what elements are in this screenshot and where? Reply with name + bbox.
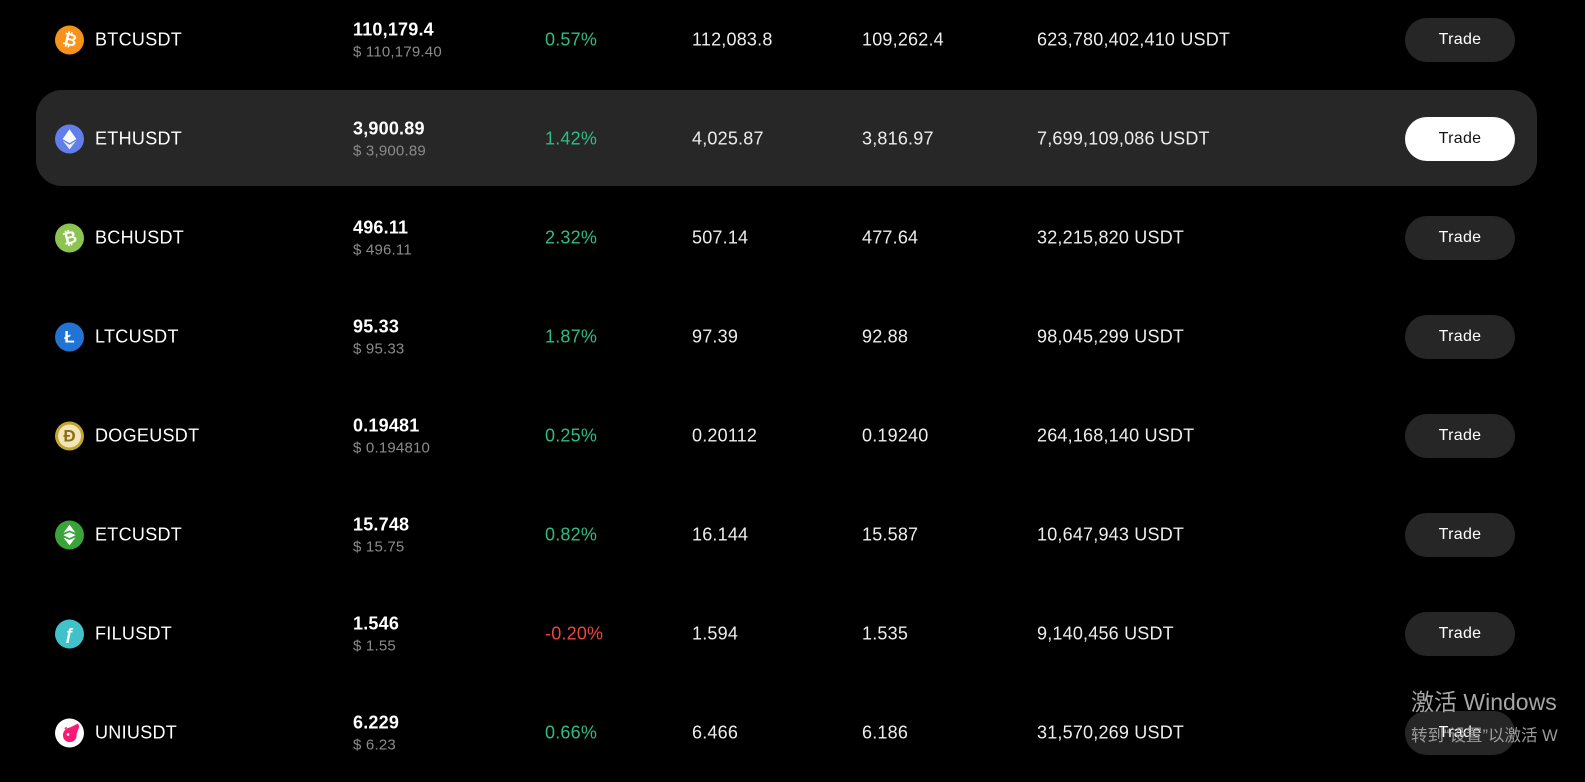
volume-24h: 7,699,109,086 USDT xyxy=(1037,128,1210,148)
change-percent: 0.66% xyxy=(545,722,598,742)
change-percent: 0.25% xyxy=(545,425,598,445)
pair-symbol: DOGEUSDT xyxy=(95,425,200,445)
usd-price: $ 15.75 xyxy=(353,538,405,555)
price-block: 1.546 $ 1.55 xyxy=(353,613,399,654)
ltc-icon: Ł xyxy=(55,322,84,351)
pair-row-ltcusdt[interactable]: Ł LTCUSDT 95.33 $ 95.33 1.87% 97.39 92.8… xyxy=(0,287,1585,386)
last-price: 6.229 xyxy=(353,712,400,732)
change-percent: 0.82% xyxy=(545,524,598,544)
trade-button[interactable]: Trade xyxy=(1405,413,1515,458)
pair-row-ethusdt[interactable]: ETHUSDT 3,900.89 $ 3,900.89 1.42% 4,025.… xyxy=(0,89,1585,188)
pair-row-etcusdt[interactable]: ETCUSDT 15.748 $ 15.75 0.82% 16.144 15.5… xyxy=(0,485,1585,584)
low-24h: 109,262.4 xyxy=(862,29,944,49)
trade-button[interactable]: Trade xyxy=(1405,710,1515,755)
pair-row-filusdt[interactable]: ƒ FILUSDT 1.546 $ 1.55 -0.20% 1.594 1.53… xyxy=(0,584,1585,683)
doge-icon: Ð xyxy=(55,421,84,450)
last-price: 1.546 xyxy=(353,613,400,633)
low-24h: 92.88 xyxy=(862,326,909,346)
usd-price: $ 496.11 xyxy=(353,241,412,258)
btc-icon: ₿ xyxy=(55,25,84,54)
high-24h: 4,025.87 xyxy=(692,128,764,148)
change-percent: 1.42% xyxy=(545,128,598,148)
low-24h: 1.535 xyxy=(862,623,909,643)
usd-price: $ 6.23 xyxy=(353,736,396,753)
change-percent: -0.20% xyxy=(545,623,604,643)
price-block: 95.33 $ 95.33 xyxy=(353,316,404,357)
etc-icon xyxy=(55,520,84,549)
last-price: 0.19481 xyxy=(353,415,420,435)
trade-button[interactable]: Trade xyxy=(1405,116,1515,161)
pair-row-dogeusdt[interactable]: Ð DOGEUSDT 0.19481 $ 0.194810 0.25% 0.20… xyxy=(0,386,1585,485)
high-24h: 16.144 xyxy=(692,524,749,544)
volume-24h: 9,140,456 USDT xyxy=(1037,623,1174,643)
high-24h: 6.466 xyxy=(692,722,739,742)
trade-button[interactable]: Trade xyxy=(1405,611,1515,656)
volume-24h: 31,570,269 USDT xyxy=(1037,722,1185,742)
pair-symbol: UNIUSDT xyxy=(95,722,178,742)
change-percent: 2.32% xyxy=(545,227,598,247)
last-price: 15.748 xyxy=(353,514,410,534)
low-24h: 3,816.97 xyxy=(862,128,934,148)
pair-symbol: BTCUSDT xyxy=(95,29,183,49)
high-24h: 97.39 xyxy=(692,326,739,346)
pair-symbol: ETHUSDT xyxy=(95,128,183,148)
high-24h: 1.594 xyxy=(692,623,739,643)
change-percent: 1.87% xyxy=(545,326,598,346)
last-price: 3,900.89 xyxy=(353,118,425,138)
pair-symbol: ETCUSDT xyxy=(95,524,183,544)
pair-symbol: FILUSDT xyxy=(95,623,173,643)
volume-24h: 623,780,402,410 USDT xyxy=(1037,29,1231,49)
high-24h: 112,083.8 xyxy=(692,29,773,49)
usd-price: $ 3,900.89 xyxy=(353,142,426,159)
low-24h: 15.587 xyxy=(862,524,919,544)
eth-icon xyxy=(55,124,84,153)
price-block: 6.229 $ 6.23 xyxy=(353,712,399,753)
last-price: 95.33 xyxy=(353,316,400,336)
usd-price: $ 0.194810 xyxy=(353,439,431,456)
price-block: 110,179.4 $ 110,179.40 xyxy=(353,19,442,60)
pair-row-bchusdt[interactable]: ₿ BCHUSDT 496.11 $ 496.11 2.32% 507.14 4… xyxy=(0,188,1585,287)
usd-price: $ 1.55 xyxy=(353,637,396,654)
volume-24h: 32,215,820 USDT xyxy=(1037,227,1185,247)
price-block: 0.19481 $ 0.194810 xyxy=(353,415,430,456)
low-24h: 477.64 xyxy=(862,227,919,247)
price-block: 3,900.89 $ 3,900.89 xyxy=(353,118,426,159)
pair-row-btcusdt[interactable]: ₿ BTCUSDT 110,179.4 $ 110,179.40 0.57% 1… xyxy=(0,0,1585,89)
trade-button[interactable]: Trade xyxy=(1405,512,1515,557)
bch-icon: ₿ xyxy=(55,223,84,252)
trade-button[interactable]: Trade xyxy=(1405,17,1515,62)
low-24h: 6.186 xyxy=(862,722,909,742)
usd-price: $ 95.33 xyxy=(353,340,405,357)
volume-24h: 10,647,943 USDT xyxy=(1037,524,1185,544)
uni-icon xyxy=(55,718,84,747)
change-percent: 0.57% xyxy=(545,29,598,49)
pair-symbol: BCHUSDT xyxy=(95,227,185,247)
low-24h: 0.19240 xyxy=(862,425,929,445)
usd-price: $ 110,179.40 xyxy=(353,43,442,60)
pair-row-uniusdt[interactable]: UNIUSDT 6.229 $ 6.23 0.66% 6.466 6.186 3… xyxy=(0,683,1585,782)
last-price: 110,179.4 xyxy=(353,19,434,39)
last-price: 496.11 xyxy=(353,217,409,237)
volume-24h: 264,168,140 USDT xyxy=(1037,425,1195,445)
trade-button[interactable]: Trade xyxy=(1405,215,1515,260)
high-24h: 0.20112 xyxy=(692,425,758,445)
price-block: 15.748 $ 15.75 xyxy=(353,514,409,555)
high-24h: 507.14 xyxy=(692,227,749,247)
trade-button[interactable]: Trade xyxy=(1405,314,1515,359)
price-block: 496.11 $ 496.11 xyxy=(353,217,412,258)
pair-symbol: LTCUSDT xyxy=(95,326,179,346)
volume-24h: 98,045,299 USDT xyxy=(1037,326,1185,346)
fil-icon: ƒ xyxy=(55,619,84,648)
